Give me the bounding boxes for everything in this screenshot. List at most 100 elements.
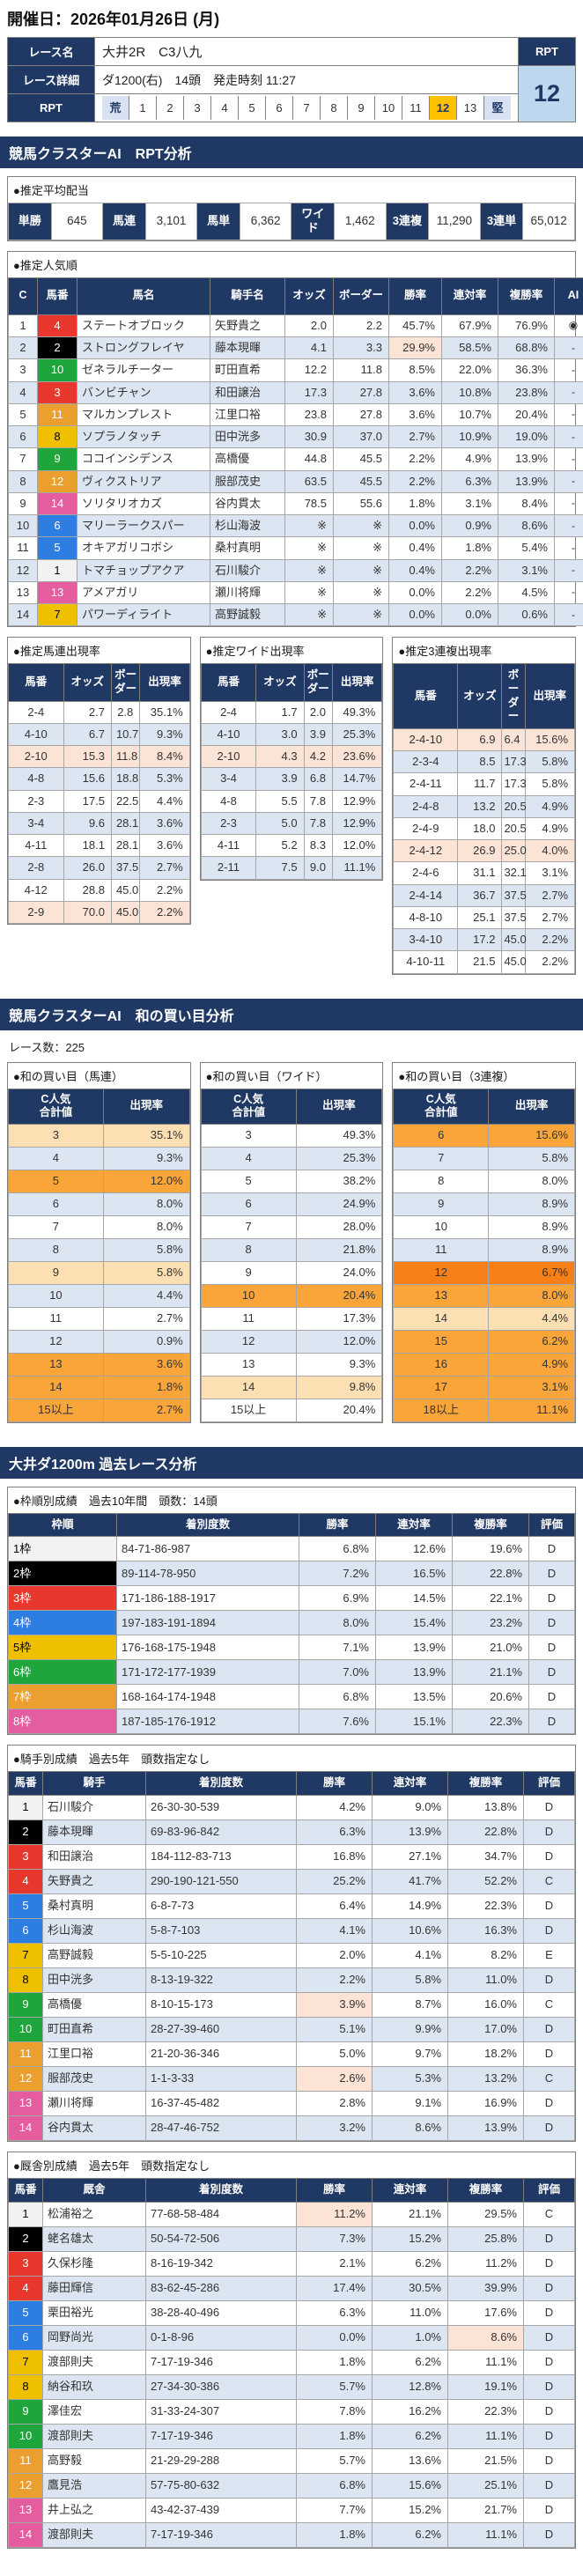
show-rate: 22.8%	[448, 1820, 524, 1845]
column-header: 複勝率	[448, 1772, 524, 1796]
horse-number-badge: 12	[9, 2067, 43, 2092]
border-value: 7.8	[304, 812, 332, 834]
quinella-rate: 6.2%	[373, 2350, 448, 2374]
c-popularity-sum: 9	[201, 1261, 296, 1284]
occurrence-rate: 2.2%	[140, 879, 189, 901]
column-header: 着別度数	[146, 2179, 297, 2203]
combination: 2-4-12	[394, 840, 458, 862]
quinella-rate: 13.5%	[376, 1685, 453, 1709]
odds-value: 26.0	[63, 857, 111, 879]
payout-value: 65,012	[523, 203, 575, 240]
c-popularity-sum: 7	[394, 1147, 489, 1170]
column-header: オッズ	[285, 277, 334, 314]
border-value: 17.3	[502, 773, 525, 795]
combination: 2-4-6	[394, 862, 458, 884]
payout-label: 馬単	[197, 203, 240, 240]
occurrence-rate: 12.0%	[332, 835, 381, 857]
column-header: 騎手	[43, 1772, 146, 1796]
finish-record: 26-30-30-539	[146, 1796, 297, 1820]
c-rank: 10	[9, 515, 38, 537]
odds-value: 12.2	[285, 359, 334, 381]
ai-mark: -	[555, 359, 583, 381]
show-rate: 22.8%	[453, 1561, 529, 1586]
border-value: 2.0	[304, 701, 332, 723]
trainer-name: 岡野尚光	[43, 2325, 146, 2350]
occurrence-rate: 21.8%	[296, 1238, 382, 1261]
win-rate: 1.8%	[297, 2350, 373, 2374]
column-header: 連対率	[376, 1513, 453, 1537]
evaluation: E	[524, 1944, 575, 1968]
win-rate: 2.2%	[389, 470, 442, 492]
occurrence-rate: 6.7%	[489, 1261, 575, 1284]
rpt-scale-cell: 荒	[102, 96, 129, 120]
win-rate: 5.7%	[297, 2448, 373, 2473]
quinella-rate: 14.5%	[376, 1586, 453, 1611]
horse-number-badge: 14	[38, 492, 77, 514]
trainer-name: 澤佳宏	[43, 2399, 146, 2424]
c-popularity-sum: 9	[9, 1261, 104, 1284]
quinella-rate: 9.7%	[373, 2042, 448, 2067]
header-row: 馬番騎手着別度数勝率連対率複勝率評価	[9, 1772, 575, 1796]
header-row: C人気合計値出現率	[394, 1089, 575, 1124]
evaluation: D	[524, 2399, 575, 2424]
occurrence-rate: 5.8%	[103, 1261, 189, 1284]
win-rate: 0.0%	[389, 581, 442, 603]
column-header: 馬番	[9, 2179, 43, 2203]
c-popularity-sum: 10	[9, 1284, 104, 1307]
evaluation: C	[524, 2067, 575, 2092]
horse-number-badge: 5	[9, 1894, 43, 1919]
evaluation: D	[529, 1561, 575, 1586]
win-rate: 0.0%	[389, 515, 442, 537]
horse-name: アメアガリ	[77, 581, 210, 603]
finish-record: 184-112-83-713	[146, 1845, 297, 1870]
evaluation: D	[524, 2374, 575, 2399]
finish-record: 171-186-188-1917	[117, 1586, 299, 1611]
c-rank: 4	[9, 381, 38, 403]
occurrence-rate: 9.3%	[103, 1147, 189, 1170]
combination: 2-4-14	[394, 884, 458, 906]
occurrence-rate: 25.3%	[332, 723, 381, 745]
c-popularity-sum: 11	[394, 1238, 489, 1261]
column-header: 馬番	[9, 1772, 43, 1796]
column-header: 馬番	[201, 664, 256, 701]
c-popularity-sum: 3	[201, 1124, 296, 1147]
quinella-rate: 8.7%	[373, 1993, 448, 2018]
jockey-name: 高橋優	[210, 448, 285, 470]
border-value: 27.8	[334, 403, 389, 425]
column-header: 勝率	[297, 2179, 373, 2203]
occurrence-rate: 1.8%	[103, 1376, 189, 1399]
wa-wide-title: ●和の買い目（ワイド）	[201, 1063, 383, 1089]
column-header: 馬番	[394, 664, 458, 729]
show-rate: 13.9%	[498, 448, 555, 470]
ai-mark: -	[555, 581, 583, 603]
evaluation: D	[529, 1537, 575, 1561]
finish-record: 27-34-30-386	[146, 2374, 297, 2399]
win-rate: 17.4%	[297, 2276, 373, 2300]
occurrence-rate: 2.7%	[103, 1307, 189, 1330]
win-rate: 6.8%	[299, 1537, 376, 1561]
trainer-name: 井上弘之	[43, 2498, 146, 2522]
win-rate: 5.7%	[297, 2374, 373, 2399]
column-header: ボーダー	[304, 664, 332, 701]
